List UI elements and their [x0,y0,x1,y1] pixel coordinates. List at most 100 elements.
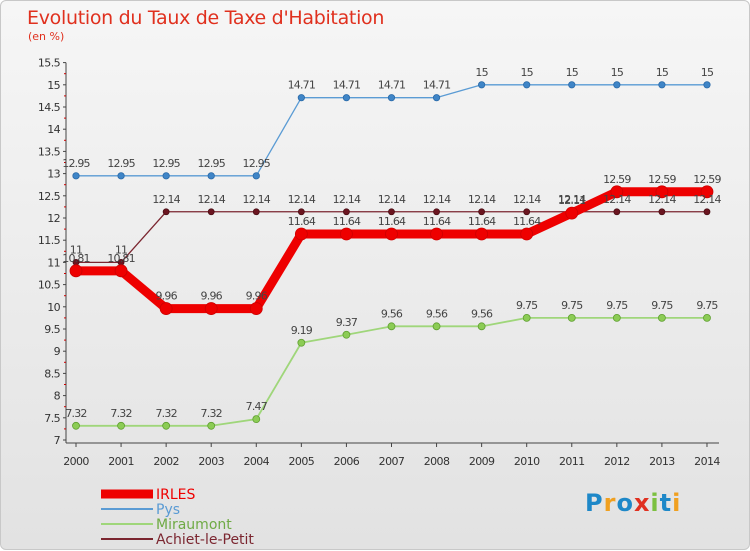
data-point [565,206,579,220]
data-point [703,81,711,89]
data-label: 9.56 [426,307,448,320]
data-label: 15 [656,66,669,79]
y-tick-label: 7.5 [44,412,60,425]
y-tick-label: 14.5 [38,101,61,114]
data-point [568,81,576,89]
x-tick-label: 2003 [198,455,224,468]
data-point [432,322,441,331]
data-label: 11.64 [378,215,406,228]
data-label: 10.81 [107,252,135,265]
data-label: 12.14 [333,193,361,206]
chart-subtitle: (en %) [28,30,65,43]
logo-letter: i [672,489,682,517]
data-label: 11.64 [423,215,451,228]
data-label: 11.64 [513,215,541,228]
data-label: 14.71 [288,79,316,92]
data-label: 12.95 [62,157,90,170]
x-tick-label: 2007 [379,455,405,468]
data-label: 12.14 [152,193,180,206]
data-point [703,208,711,216]
y-tick-label: 10 [47,301,60,314]
y-tick-label: 8 [54,390,61,403]
data-label: 11.64 [288,215,316,228]
data-point [69,264,83,278]
data-label: 14.71 [423,79,451,92]
y-tick-label: 11.5 [38,234,61,247]
x-tick-label: 2012 [604,455,630,468]
data-label: 11.64 [333,215,361,228]
data-point [612,313,621,322]
data-label: 12.14 [648,193,676,206]
data-point [658,81,666,89]
data-label: 7.47 [246,400,268,413]
data-point [207,421,216,430]
x-tick-label: 2002 [153,455,179,468]
data-point [343,208,350,216]
x-tick-label: 2010 [514,455,540,468]
data-point [388,208,395,216]
data-label: 9.96 [201,290,223,303]
y-tick-label: 15.5 [38,57,61,70]
legend-label: Achiet-le-Petit [156,532,254,548]
data-point [114,264,128,278]
x-tick-label: 2000 [63,455,89,468]
logo-letter: i [650,489,660,517]
y-tick-label: 7 [54,434,61,447]
y-tick-label: 12.5 [38,190,61,203]
data-point [249,302,263,315]
y-tick-label: 9.5 [44,323,60,336]
logo-letter: x [633,489,651,517]
data-point [658,208,666,216]
data-label: 15 [611,66,624,79]
y-tick-label: 12 [47,212,60,225]
data-point [432,94,441,102]
data-label: 12.14 [378,193,406,206]
x-tick-label: 2001 [108,455,134,468]
data-label: 12.14 [693,193,721,206]
data-label: 9.96 [155,290,177,303]
data-point [477,322,486,331]
data-label: 12.11 [558,194,586,207]
legend-label: IRLES [156,487,196,503]
data-point [522,313,531,322]
data-label: 9.75 [696,299,718,312]
x-tick-label: 2008 [424,455,450,468]
x-tick-label: 2006 [334,455,360,468]
data-point [658,313,666,322]
data-label: 12.95 [152,157,180,170]
y-tick-label: 9 [54,345,61,358]
data-label: 15 [701,66,714,79]
y-tick-label: 13.5 [38,145,61,158]
data-point [294,227,308,241]
data-point [703,313,711,322]
x-tick-label: 2004 [243,455,269,468]
logo-letter: t [659,489,673,517]
x-tick-label: 2014 [694,455,720,468]
data-point [340,227,353,241]
data-point [117,172,125,180]
data-label: 12.59 [603,173,631,186]
data-label: 9.19 [291,324,313,337]
data-label: 9.96 [246,290,268,303]
chart-title: Evolution du Taux de Taxe d'Habitation [27,7,385,29]
data-label: 12.14 [423,193,451,206]
data-label: 15 [475,66,488,79]
data-label: 9.37 [336,316,358,329]
legend-item: Pys [101,502,180,518]
data-point [613,81,621,89]
data-point [433,208,440,216]
data-label: 9.75 [561,299,583,312]
data-label: 15 [520,66,533,79]
data-point [613,208,621,216]
y-tick-label: 10.5 [38,279,61,292]
data-point [297,94,305,102]
data-label: 12.95 [107,157,135,170]
data-label: 7.32 [110,407,131,420]
data-label: 9.56 [381,307,403,320]
x-tick-label: 2011 [559,455,585,468]
data-point [72,421,80,430]
data-label: 12.59 [693,173,721,186]
legend-item: IRLES [101,487,196,503]
